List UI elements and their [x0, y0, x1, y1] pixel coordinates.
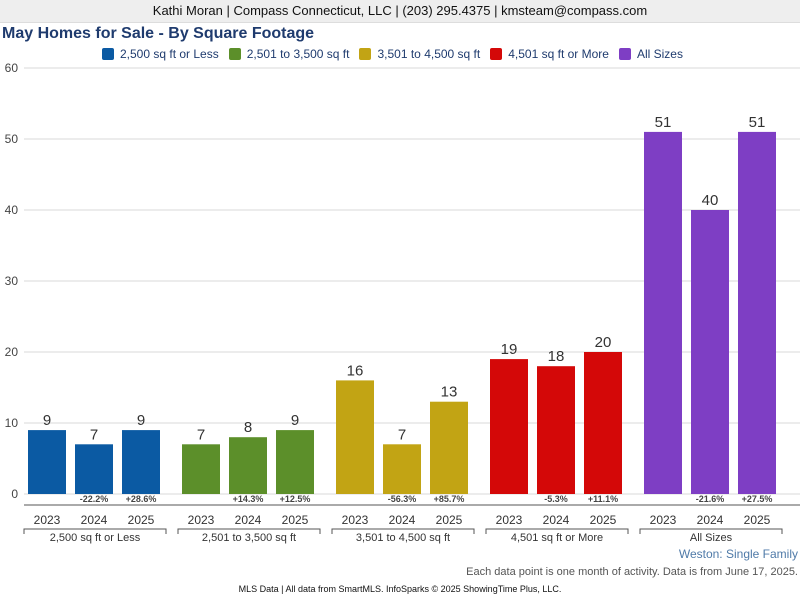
- legend-label: 4,501 sq ft or More: [508, 47, 609, 61]
- y-tick-label: 10: [5, 416, 19, 430]
- change-label: -22.2%: [80, 494, 109, 504]
- data-label: 9: [43, 412, 51, 429]
- change-label: +27.5%: [742, 494, 773, 504]
- bar: [28, 430, 66, 494]
- x-tick-label: 2025: [590, 513, 617, 527]
- group-label: 2,500 sq ft or Less: [50, 532, 141, 544]
- change-label: -5.3%: [544, 494, 568, 504]
- legend-label: All Sizes: [636, 47, 683, 61]
- x-tick-label: 2023: [34, 513, 61, 527]
- x-tick-label: 2024: [697, 513, 724, 527]
- legend-swatch: [102, 48, 114, 60]
- group-bracket: [23, 528, 167, 534]
- data-label: 7: [398, 426, 406, 443]
- bar: [336, 380, 374, 494]
- change-label: -56.3%: [388, 494, 417, 504]
- legend-swatch: [490, 48, 503, 60]
- change-label: +11.1%: [588, 494, 618, 504]
- y-tick-label: 50: [5, 132, 19, 146]
- bar: [644, 131, 682, 494]
- chart-legend: 2,500 sq ft or Less 2,501 to 3,500 sq ft 3…: [102, 45, 693, 63]
- legend-swatch: [228, 48, 241, 60]
- agent-contact-bar: Kathi Moran | Compass Connecticut, LLC |…: [0, 0, 800, 23]
- bar-chart: 0 10 20 30 40 50 60 9 2023 7 -22.2% 2024 9 +28.6% 2025…: [5, 61, 800, 544]
- group-label: 2,501 to 3,500 sq ft: [202, 532, 296, 544]
- bar: [430, 401, 468, 494]
- legend-item[interactable]: 3,501 to 4,500 sq ft: [359, 47, 480, 61]
- data-label: 7: [90, 426, 98, 443]
- x-tick-label: 2025: [436, 513, 463, 527]
- y-tick-label: 60: [5, 61, 19, 75]
- bar: [691, 210, 729, 494]
- bar: [75, 444, 113, 494]
- x-tick-label: 2023: [496, 513, 523, 527]
- group-label: All Sizes: [690, 532, 733, 544]
- group-bracket: [331, 528, 475, 534]
- agent-contact-text: Kathi Moran | Compass Connecticut, LLC |…: [152, 3, 648, 18]
- bar: [182, 444, 220, 494]
- chart-title: May Homes for Sale - By Square Footage: [2, 25, 315, 42]
- change-label: +85.7%: [434, 494, 465, 504]
- group-bracket: [485, 528, 629, 534]
- bar: [537, 366, 575, 494]
- legend-label: 2,500 sq ft or Less: [120, 47, 219, 61]
- legend-item[interactable]: 4,501 sq ft or More: [490, 47, 609, 61]
- x-tick-label: 2025: [128, 513, 155, 527]
- data-label: 40: [702, 192, 719, 209]
- x-tick-label: 2024: [235, 513, 262, 527]
- x-tick-label: 2023: [342, 513, 369, 527]
- data-label: 13: [441, 384, 458, 401]
- group-bracket: [639, 528, 783, 534]
- bar: [276, 430, 314, 494]
- data-label: 20: [595, 334, 612, 351]
- data-label: 16: [347, 362, 364, 379]
- x-tick-label: 2025: [744, 513, 771, 527]
- bar: [584, 352, 622, 494]
- y-tick-label: 0: [11, 487, 18, 501]
- legend-item[interactable]: All Sizes: [618, 47, 683, 61]
- bar: [383, 444, 421, 494]
- bar: [229, 437, 267, 494]
- x-tick-label: 2023: [650, 513, 677, 527]
- group-label: 3,501 to 4,500 sq ft: [356, 532, 450, 544]
- bar: [490, 359, 528, 494]
- change-label: +28.6%: [126, 494, 157, 504]
- data-note: Each data point is one month of activity…: [466, 566, 798, 578]
- legend-swatch: [359, 48, 372, 60]
- legend-label: 3,501 to 4,500 sq ft: [377, 47, 481, 61]
- group-bracket: [177, 528, 321, 534]
- x-tick-label: 2024: [543, 513, 570, 527]
- y-tick-label: 20: [5, 345, 19, 359]
- change-label: +12.5%: [280, 494, 311, 504]
- chart-subtitle: Weston: Single Family: [678, 547, 798, 561]
- data-label: 51: [655, 114, 672, 131]
- data-label: 51: [749, 114, 766, 131]
- data-label: 8: [244, 419, 252, 436]
- data-label: 7: [197, 426, 205, 443]
- change-label: -21.6%: [696, 494, 725, 504]
- change-label: +14.3%: [233, 494, 264, 504]
- x-tick-label: 2023: [188, 513, 215, 527]
- y-tick-label: 40: [5, 203, 19, 217]
- x-tick-label: 2025: [282, 513, 309, 527]
- data-label: 9: [291, 412, 299, 429]
- bar: [122, 430, 160, 494]
- data-label: 9: [137, 412, 145, 429]
- data-label: 19: [501, 341, 518, 358]
- legend-item[interactable]: 2,501 to 3,500 sq ft: [228, 47, 350, 61]
- legend-swatch: [618, 48, 631, 60]
- group-label: 4,501 sq ft or More: [511, 532, 603, 544]
- bar: [738, 131, 776, 494]
- data-label: 18: [548, 348, 565, 365]
- footer-credit: MLS Data | All data from SmartMLS. InfoS…: [238, 584, 562, 594]
- y-tick-label: 30: [5, 274, 19, 288]
- x-tick-label: 2024: [81, 513, 108, 527]
- legend-label: 2,501 to 3,500 sq ft: [246, 47, 350, 61]
- x-tick-label: 2024: [389, 513, 416, 527]
- legend-item[interactable]: 2,500 sq ft or Less: [102, 47, 219, 61]
